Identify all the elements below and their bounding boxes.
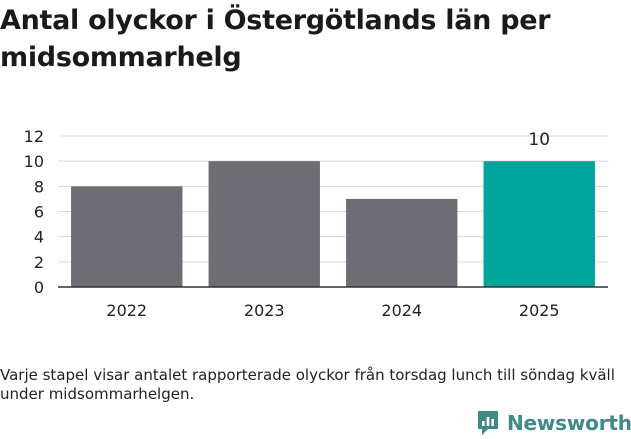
x-axis-tick-labels: 2022 2023 2024 2025: [106, 301, 559, 320]
y-tick-label: 6: [34, 203, 44, 222]
x-tick-label: 2025: [519, 301, 560, 320]
newsworthy-logo: Newsworthy: [476, 408, 631, 438]
bar: [71, 186, 183, 287]
y-tick-label: 8: [34, 177, 44, 196]
y-tick-label: 2: [34, 253, 44, 272]
x-tick-label: 2024: [381, 301, 422, 320]
bar: [346, 198, 458, 287]
y-axis-tick-labels: 0 2 4 6 8 10 12: [24, 127, 44, 297]
bar-chart: 0 2 4 6 8 10 12 2022 2023 2024 2025 10: [24, 127, 608, 320]
chart-footnote: Varje stapel visar antalet rapporterade …: [0, 366, 615, 403]
brand-name: Newsworthy: [507, 411, 631, 435]
bar: [208, 161, 320, 287]
y-tick-label: 10: [24, 152, 44, 171]
y-tick-label: 4: [34, 228, 44, 247]
newsworthy-logo-icon: [478, 411, 498, 435]
x-tick-label: 2022: [106, 301, 147, 320]
data-label: 10: [528, 130, 550, 150]
y-tick-label: 0: [34, 278, 44, 297]
data-labels: 10: [528, 130, 550, 150]
bars: [71, 161, 595, 287]
chart-title: Antal olyckor i Östergötlands län per mi…: [0, 5, 551, 73]
x-tick-label: 2023: [244, 301, 285, 320]
y-tick-label: 12: [24, 127, 44, 146]
bar: [483, 161, 595, 287]
